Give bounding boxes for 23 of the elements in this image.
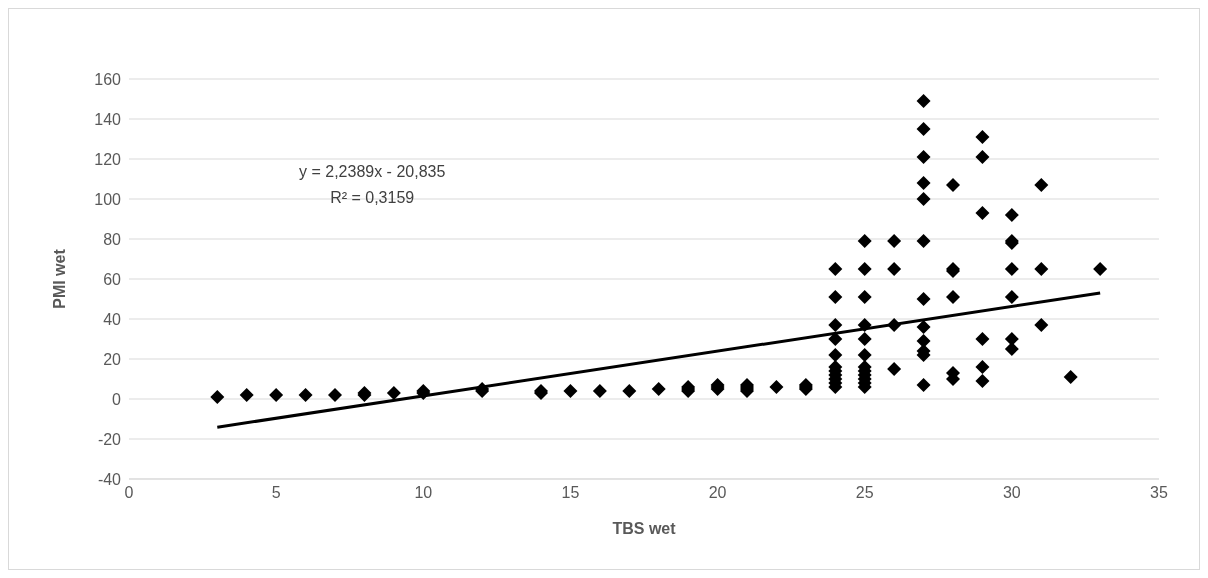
y-tick-label: 40 (103, 310, 122, 328)
x-axis-title: TBS wet (612, 520, 677, 537)
x-tick-label: 35 (1150, 484, 1168, 502)
x-tick-label: 30 (1002, 484, 1021, 502)
annotation: y = 2,2389x - 20,835 (299, 162, 446, 182)
x-tick-label: 25 (855, 484, 874, 502)
x-tick-label: 15 (561, 484, 580, 502)
x-tick-label: 0 (124, 484, 134, 502)
x-tick-label: 10 (414, 484, 433, 502)
y-tick-label: 20 (103, 350, 122, 368)
annotation: R² = 0,3159 (329, 188, 416, 208)
y-tick-label: 160 (94, 70, 122, 88)
y-tick-label: 120 (94, 150, 122, 168)
y-tick-label: 100 (94, 190, 122, 208)
x-tick-label: 5 (271, 484, 281, 502)
y-tick-label: -40 (97, 470, 122, 488)
y-tick-label: 140 (94, 110, 122, 128)
y-tick-label: 60 (103, 270, 122, 288)
y-tick-label: 0 (112, 390, 122, 408)
x-tick-label: 20 (708, 484, 727, 502)
y-axis-title: PMI wet (50, 248, 68, 309)
y-tick-label: 80 (103, 230, 122, 248)
y-tick-label: -20 (97, 430, 122, 448)
